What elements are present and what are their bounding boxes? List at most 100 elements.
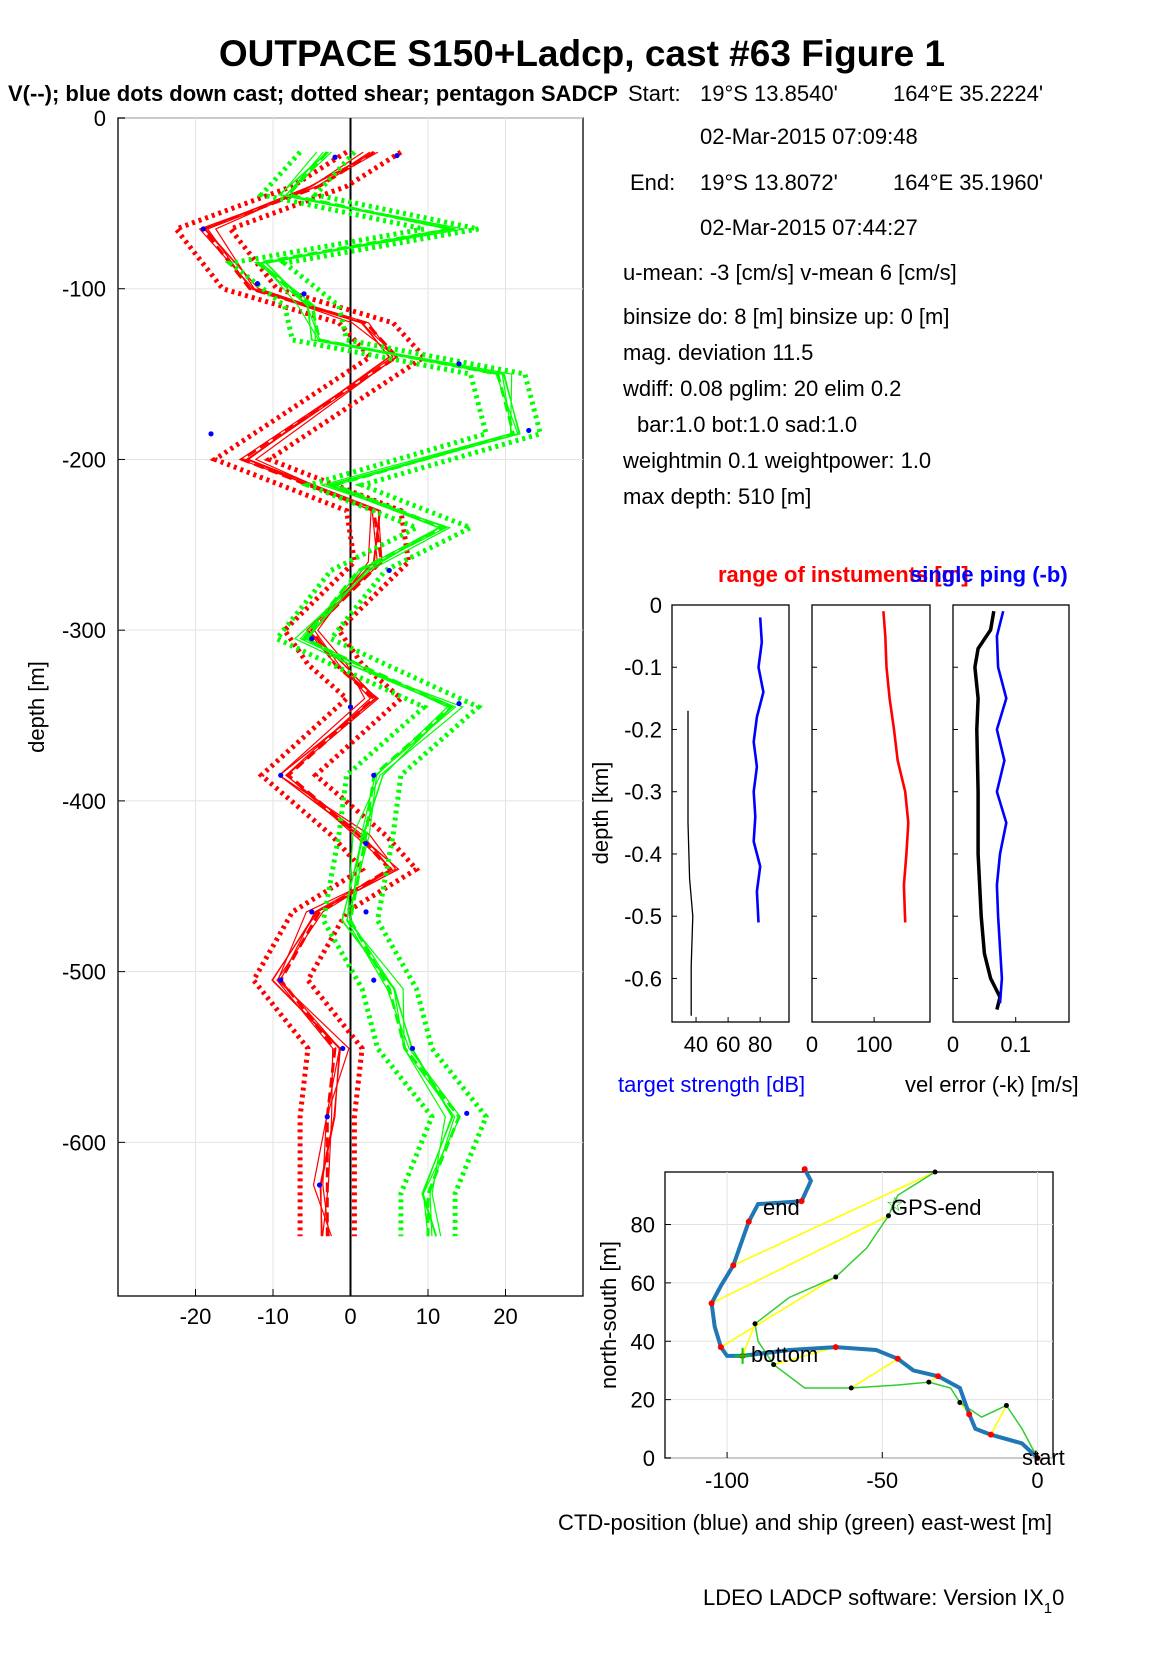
x-tick-label: 10 (416, 1304, 440, 1329)
x-tick-label: 0 (344, 1304, 356, 1329)
down-cast-dot (526, 427, 532, 434)
velocity-y-axis-label: depth [m] (24, 661, 49, 753)
wdiff-line: wdiff: 0.08 pglim: 20 elim 0.2 (622, 376, 901, 401)
y-tick-label: -500 (62, 960, 106, 985)
down-cast-dot (456, 361, 462, 367)
y-tick-label: 60 (631, 1271, 655, 1296)
down-cast-dot (301, 291, 307, 297)
x-tick-label: -50 (866, 1468, 898, 1493)
x-tick-label: 0 (1031, 1468, 1043, 1493)
x-tick-label: 20 (493, 1304, 517, 1329)
down-cast-dot (409, 1045, 416, 1052)
start-latitude: 19°S 13.8540' (700, 81, 838, 106)
binsize-line: binsize do: 8 [m] binsize up: 0 [m] (623, 304, 950, 329)
y-tick-label: -0.4 (624, 842, 662, 867)
down-cast-dot (208, 431, 214, 437)
single-ping-title: single ping (-b) (910, 562, 1068, 587)
down-cast-dot (464, 1110, 470, 1116)
bottom-marker (734, 1347, 751, 1364)
down-cast-dot (456, 700, 462, 707)
down-cast-dot (340, 1045, 346, 1052)
ctd-ship-link (990, 1405, 1008, 1436)
x-tick-label: 0 (806, 1032, 818, 1057)
y-tick-label: 0 (94, 106, 106, 131)
ship-marker (957, 1400, 963, 1406)
x-tick-label: 0 (947, 1032, 959, 1057)
down-cast-dot (309, 636, 315, 642)
ctd-ship-link (732, 1171, 936, 1267)
velocity-error-panel: 0 0.1 (947, 604, 1070, 1057)
down-cast-dot (324, 1114, 330, 1120)
end-label: End: (630, 170, 675, 195)
ctd-marker (717, 1344, 724, 1351)
software-version: LDEO LADCP software: Version IX10 (703, 1585, 1064, 1617)
ship-marker (833, 1274, 839, 1280)
ctd-ship-link (850, 1358, 899, 1389)
ctd-marker (832, 1344, 839, 1351)
ctd-ship-link (741, 1323, 756, 1357)
start-longitude: 164°E 35.2224' (893, 81, 1043, 106)
u-shear-envelope-0 (172, 149, 374, 1237)
max-depth-line: max depth: 510 [m] (623, 484, 811, 509)
start-time: 02-Mar-2015 07:09:48 (700, 124, 918, 149)
target-strength-panel: 0 -0.1 -0.2 -0.3 -0.4 -0.5 -0.6 40 60 80 (624, 593, 790, 1057)
velocity-plot-area (172, 118, 544, 1296)
down-cast-dot (316, 1182, 323, 1188)
ship-track-line (754, 1171, 1039, 1459)
down-cast-dot (363, 840, 369, 847)
y-tick-label: -0.5 (624, 904, 662, 929)
gps-end-star-icon: ☆ (886, 1194, 904, 1216)
v-shear-envelope-1 (278, 150, 544, 1237)
ship-marker (932, 1169, 938, 1175)
ctd-marker (730, 1262, 737, 1269)
down-cast-dot (386, 567, 392, 574)
ship-marker (771, 1362, 777, 1368)
instrument-range-axes (811, 604, 931, 1023)
x-tick-label: 0.1 (1000, 1032, 1031, 1057)
mid-y-axis-label: depth [km] (588, 762, 613, 865)
end-longitude: 164°E 35.1960' (893, 170, 1043, 195)
down-cast-dot (394, 152, 400, 159)
cast-info-block: Start: 19°S 13.8540' 164°E 35.2224' 02-M… (622, 81, 1043, 509)
end-time: 02-Mar-2015 07:44:27 (700, 215, 918, 240)
down-cast-dot (278, 977, 284, 983)
down-cast-dot (200, 226, 206, 232)
down-cast-dot (347, 704, 354, 710)
track-y-axis-label: north-south [m] (596, 1241, 621, 1389)
y-tick-label: -0.2 (624, 717, 662, 742)
y-tick-label: -100 (62, 277, 106, 302)
v-velocity-line (253, 151, 516, 1237)
x-tick-label: 40 (684, 1032, 708, 1057)
down-cast-dot (278, 772, 284, 778)
y-tick-label: 40 (631, 1329, 655, 1354)
weights-line: bar:1.0 bot:1.0 sad:1.0 (637, 412, 857, 437)
blue-profile-line (752, 617, 765, 923)
weightmin-line: weightmin 0.1 weightpower: 1.0 (622, 448, 931, 473)
start-label: Start: (628, 81, 681, 106)
ship-marker (926, 1379, 932, 1385)
ctd-marker (966, 1411, 973, 1418)
red-profile-line (882, 611, 910, 923)
y-tick-label: -0.1 (624, 655, 662, 680)
ship-marker (752, 1321, 758, 1327)
ship-marker (885, 1213, 891, 1219)
mag-deviation-line: mag. deviation 11.5 (623, 340, 813, 365)
instrument-range-panel: 0 100 (806, 604, 931, 1057)
x-tick-label: 60 (716, 1032, 740, 1057)
black-profile-line (687, 710, 694, 1016)
velocity-error-x-label: vel error (-k) [m/s] (905, 1072, 1079, 1097)
v-ensemble-line (265, 151, 521, 1237)
ctd-ship-link (720, 1276, 837, 1348)
u-velocity-line (200, 150, 400, 1237)
down-cast-dot (332, 154, 338, 160)
down-cast-dot (309, 909, 315, 915)
velocity-axis-ticks: -20 -10 0 10 200-100-200-300-400-500-600 (62, 106, 518, 1329)
x-tick-label: -10 (257, 1304, 289, 1329)
ctd-marker (798, 1198, 805, 1205)
ctd-marker (987, 1431, 994, 1438)
target-strength-axes (671, 604, 790, 1023)
y-tick-label: 80 (631, 1213, 655, 1238)
track-gps-end-label: GPS-end (891, 1195, 982, 1220)
x-tick-label: -100 (705, 1468, 749, 1493)
